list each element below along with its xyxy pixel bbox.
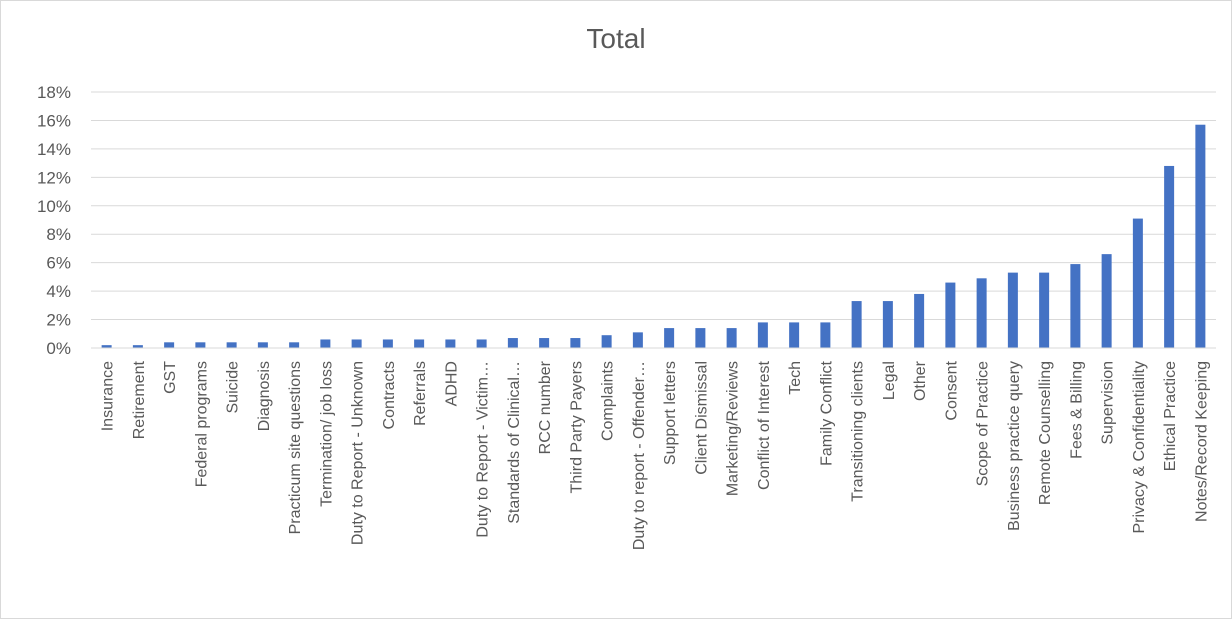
bar <box>1101 254 1112 348</box>
bar <box>289 342 300 348</box>
bar <box>976 278 987 348</box>
x-category-label: Legal <box>881 361 898 400</box>
x-category-label: RCC number <box>537 360 554 454</box>
bar <box>476 339 487 348</box>
y-tick-label: 10% <box>37 197 71 216</box>
x-category-label: Conflict of Interest <box>756 360 773 490</box>
bar <box>757 322 768 348</box>
bar <box>226 342 237 348</box>
y-tick-label: 12% <box>37 168 71 187</box>
x-category-label: Third Party Payers <box>568 361 585 493</box>
x-category-label: Other <box>912 360 929 401</box>
bar <box>257 342 268 348</box>
x-category-label: Duty to Report - Victim… <box>475 361 492 538</box>
x-category-label: Marketing/Reviews <box>725 361 742 496</box>
y-tick-label: 4% <box>46 282 71 301</box>
bar <box>195 342 206 348</box>
x-category-label: Standards of Clinical… <box>506 361 523 524</box>
y-tick-label: 8% <box>46 225 71 244</box>
x-axis-labels: Insurance Retirement GST Federal programs Su… <box>100 360 1211 550</box>
y-tick-label: 0% <box>46 339 71 358</box>
bar <box>445 339 456 348</box>
x-category-label: Ethical Practice <box>1162 361 1179 471</box>
bar <box>101 345 112 348</box>
x-category-label: Family Conflict <box>818 360 835 465</box>
y-axis-ticks: 0% 2% 4% 6% 8% 10% 12% 14% 16% 18% <box>37 83 71 358</box>
y-tick-label: 14% <box>37 140 71 159</box>
bar <box>914 293 925 348</box>
bar <box>414 339 425 348</box>
bar <box>1007 272 1018 348</box>
chart-title: Total <box>586 23 646 54</box>
bar <box>132 345 143 348</box>
x-category-label: Consent <box>943 360 960 420</box>
y-tick-label: 6% <box>46 254 71 273</box>
x-category-label: Referrals <box>412 361 429 426</box>
x-category-label: Duty to Report - Unknown <box>350 361 367 545</box>
x-category-label: Supervision <box>1100 361 1117 445</box>
bar <box>1132 218 1143 348</box>
bar <box>351 339 362 348</box>
y-tick-label: 18% <box>37 83 71 102</box>
x-category-label: Suicide <box>225 361 242 414</box>
bar <box>601 335 612 348</box>
x-category-label: Tech <box>787 361 804 395</box>
x-category-label: Duty to report - Offender… <box>631 361 648 550</box>
x-category-label: Contracts <box>381 361 398 429</box>
gridlines <box>91 91 1216 321</box>
x-category-label: Diagnosis <box>256 361 273 431</box>
y-tick-label: 16% <box>37 111 71 130</box>
bar <box>1195 124 1206 348</box>
bar <box>789 322 800 348</box>
x-category-label: Notes/Record Keeping <box>1193 361 1210 522</box>
bar <box>851 301 862 348</box>
bar <box>945 282 956 348</box>
bar <box>539 338 550 348</box>
x-category-label: Complaints <box>600 361 617 441</box>
x-category-label: Support letters <box>662 361 679 465</box>
x-category-label: Federal programs <box>193 361 210 487</box>
x-category-label: Scope of Practice <box>975 361 992 487</box>
bar <box>320 339 331 348</box>
x-category-label: ADHD <box>443 361 460 406</box>
bar <box>1164 165 1175 348</box>
x-category-label: Client Dismissal <box>693 361 710 475</box>
x-category-label: Insurance <box>100 361 117 431</box>
x-category-label: Retirement <box>131 360 148 439</box>
bar <box>632 332 643 348</box>
bar <box>664 328 675 348</box>
y-tick-label: 2% <box>46 311 71 330</box>
bars <box>101 124 1206 348</box>
bar <box>382 339 393 348</box>
bar <box>570 338 581 348</box>
bar <box>882 301 893 348</box>
x-category-label: Practicum site questions <box>287 361 304 534</box>
x-category-label: Privacy & Confidentiality <box>1131 361 1148 534</box>
x-category-label: Fees & Billing <box>1068 361 1085 459</box>
x-category-label: Termination/ job loss <box>318 361 335 507</box>
bar <box>1070 264 1081 348</box>
bar <box>726 328 737 348</box>
x-category-label: Transitioning clients <box>850 361 867 502</box>
x-category-label: Business practice query <box>1006 361 1023 531</box>
bar <box>164 342 175 348</box>
bar <box>1039 272 1050 348</box>
bar <box>695 328 706 348</box>
bar <box>507 338 518 348</box>
x-category-label: Remote Counselling <box>1037 361 1054 505</box>
x-category-label: GST <box>162 361 179 394</box>
bar <box>820 322 831 348</box>
